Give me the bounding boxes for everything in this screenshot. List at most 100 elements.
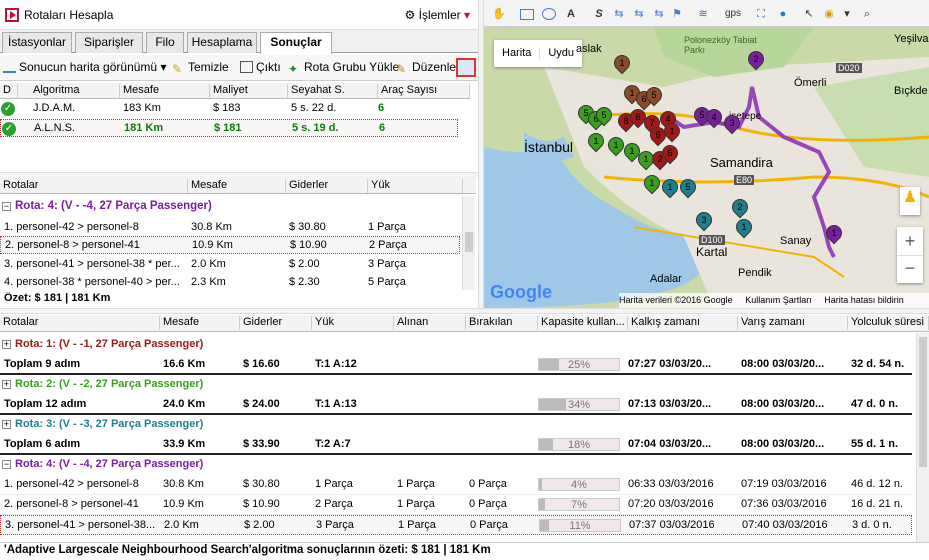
scroll-thumb[interactable] [465,232,473,252]
table-row[interactable]: 1. personel-42 > personel-8 30.8 Km $ 30… [0,218,460,236]
tab-calculation[interactable]: Hesaplama [187,32,257,53]
col-d[interactable]: D [0,84,18,98]
scroll-thumb[interactable] [919,337,927,467]
load-route-group-button[interactable]: ✦ Rota Grubu Yükle [288,60,399,76]
map-view[interactable]: Harita Uydu İstanbul Samandira Kartal Pen… [484,27,929,308]
clear-button[interactable]: ✎ Temizle [172,60,229,76]
vertical-splitter[interactable] [478,0,484,310]
route-detail-scrollbar[interactable] [916,333,929,545]
table-row[interactable]: 1. personel-42 > personel-8 30.8 Km $ 30.8… [0,475,912,495]
col-picked[interactable]: Alınan [394,316,466,330]
check-icon: ✓ [1,102,15,116]
tab-stations[interactable]: İstasyonlar [2,32,72,53]
algorithm-table-header: D Algoritma Mesafe Maliyet Seyahat S. Ar… [0,83,470,99]
expand-icon[interactable]: + [2,419,11,429]
text-icon[interactable]: A [567,8,575,20]
dropdown-icon[interactable]: ▾ [844,8,850,20]
route-tool-2-icon[interactable]: ⇆ [634,8,644,20]
col-expenses[interactable]: Giderler [286,179,368,193]
horizontal-splitter[interactable] [0,308,929,314]
fullscreen-icon[interactable]: ⛶ [757,8,765,20]
flag-icon[interactable]: ⚑ [672,8,682,20]
route-tool-icon[interactable]: ⇆ [614,8,624,20]
table-row[interactable]: 3. personel-41 > personel-38 * per... 2.… [0,255,460,273]
clear-label: Temizle [188,60,229,74]
tab-bar: İstasyonlar Siparişler Filo Hesaplama So… [0,30,480,54]
route-total-row[interactable]: Toplam 12 adım 24.0 Km $ 24.00 T:1 A:13 34% 0… [0,395,912,415]
zoom-search-icon[interactable]: ⌕ [863,8,871,20]
marker-number: 5 [667,148,673,158]
route-group-row[interactable]: − Rota: 4: (V - -4, 27 Parça Passenger) [0,455,912,475]
chevron-down-icon: ▾ [463,8,470,22]
route-total-row[interactable]: Toplam 9 adım 16.6 Km $ 16.60 T:1 A:12 25% 07… [0,355,912,375]
route-table-scrollbar[interactable] [462,196,475,290]
layers-icon[interactable]: ≋ [698,8,708,20]
map-type-map[interactable]: Harita [502,47,532,59]
route-group-row[interactable]: + Rota: 2: (V - -2, 27 Parça Passenger) [0,375,912,395]
collapse-icon[interactable]: − [2,201,11,211]
step-departure: 07:20 03/03/2016 [628,498,714,510]
expand-icon[interactable]: + [2,339,11,349]
total-duration: 32 d. 54 n. [851,358,905,370]
col-algorithm[interactable]: Algoritma [30,84,120,98]
route-group-row[interactable]: + Rota: 3: (V - -3, 27 Parça Passenger) [0,415,912,435]
map-view-button[interactable]: Sonucun harita görünümü ▾ [3,60,166,74]
route-group-row[interactable]: + Rota: 1: (V - -1, 27 Parça Passenger) [0,335,912,355]
map-label-omerli: Ömerli [794,77,827,89]
col-departure[interactable]: Kalkış zamanı [628,316,738,330]
map-terms-link[interactable]: Kullanım Şartları [745,295,812,305]
capacity-bar-fill [539,399,567,410]
curve-icon[interactable]: S [595,8,603,20]
zoom-in-icon[interactable]: + [904,231,916,251]
table-row[interactable]: 4. personel-38 * personel-40 > per... 2.… [0,273,460,291]
hand-icon[interactable]: ✋ [492,8,506,20]
col-routes[interactable]: Rotalar [0,179,188,193]
street-view-icon[interactable]: ♟ [900,187,920,215]
collapse-icon[interactable]: − [2,459,11,469]
col-travel[interactable]: Seyahat S. [288,84,378,98]
tab-fleet[interactable]: Filo [146,32,184,53]
col-distance[interactable]: Mesafe [188,179,286,193]
col-cost[interactable]: Maliyet [210,84,288,98]
map-report-link[interactable]: Harita hatası bildirin [824,295,904,305]
rectangle-icon[interactable] [520,9,534,20]
d100-road [633,226,845,278]
col-dropped[interactable]: Bırakılan [466,316,538,330]
globe-icon[interactable]: ● [779,8,787,20]
col-capacity[interactable]: Kapasite kullan... [538,316,628,330]
gps-icon[interactable]: gps [724,8,742,19]
ellipse-icon[interactable] [542,8,556,20]
tab-orders[interactable]: Siparişler [75,32,143,53]
table-row[interactable]: ✓ J.D.A.M. 183 Km $ 183 5 s. 22 d. 6 [0,100,470,118]
output-button[interactable]: Çıktı [240,60,281,74]
col-duration[interactable]: Yolculuk süresi [848,316,929,330]
route-group-row[interactable]: − Rota: 4: (V - -4, 27 Parça Passenger) [0,198,460,216]
col-expenses[interactable]: Giderler [240,316,312,330]
table-row-selected[interactable]: ✓ A.L.N.S. 181 Km $ 181 5 s. 19 d. 6 [0,119,458,137]
col-load[interactable]: Yük [368,179,463,193]
route-tool-3-icon[interactable]: ⇆ [654,8,664,20]
col-distance[interactable]: Mesafe [160,316,240,330]
total-departure: 07:27 03/03/20... [628,358,712,370]
col-load[interactable]: Yük [312,316,394,330]
actions-menu[interactable]: ⚙ İşlemler ▾ [405,8,471,22]
table-row-selected[interactable]: 2. personel-8 > personel-41 10.9 Km $ 10… [0,236,460,254]
tab-results[interactable]: Sonuçlar [260,32,332,54]
route-total-row[interactable]: Toplam 6 adım 33.9 Km $ 33.90 T:2 A:7 18% 07:… [0,435,912,455]
col-vehicles[interactable]: Araç Sayısı [378,84,470,98]
edit-button[interactable]: ✎ Düzenle [396,60,456,76]
columns-toggle-button[interactable] [456,58,476,77]
col-arrival[interactable]: Varış zamanı [738,316,848,330]
marker-number: 1 [667,182,673,192]
table-row[interactable]: 2. personel-8 > personel-41 10.9 Km $ 10.9… [0,495,912,515]
table-row-selected[interactable]: 3. personel-41 > personel-38... 2.0 Km $ 2… [0,515,912,535]
route-table: Rotalar Mesafe Giderler Yük − Rota: 4: (… [0,178,476,308]
col-routes[interactable]: Rotalar [0,316,160,330]
col-distance[interactable]: Mesafe [120,84,210,98]
comment-icon[interactable]: ◉ [824,8,834,20]
zoom-out-icon[interactable]: − [897,255,923,283]
expand-icon[interactable]: + [2,379,11,389]
map-type-satellite[interactable]: Uydu [539,47,583,59]
pointer-icon[interactable]: ↖ [804,8,814,20]
splitter[interactable] [0,172,480,178]
